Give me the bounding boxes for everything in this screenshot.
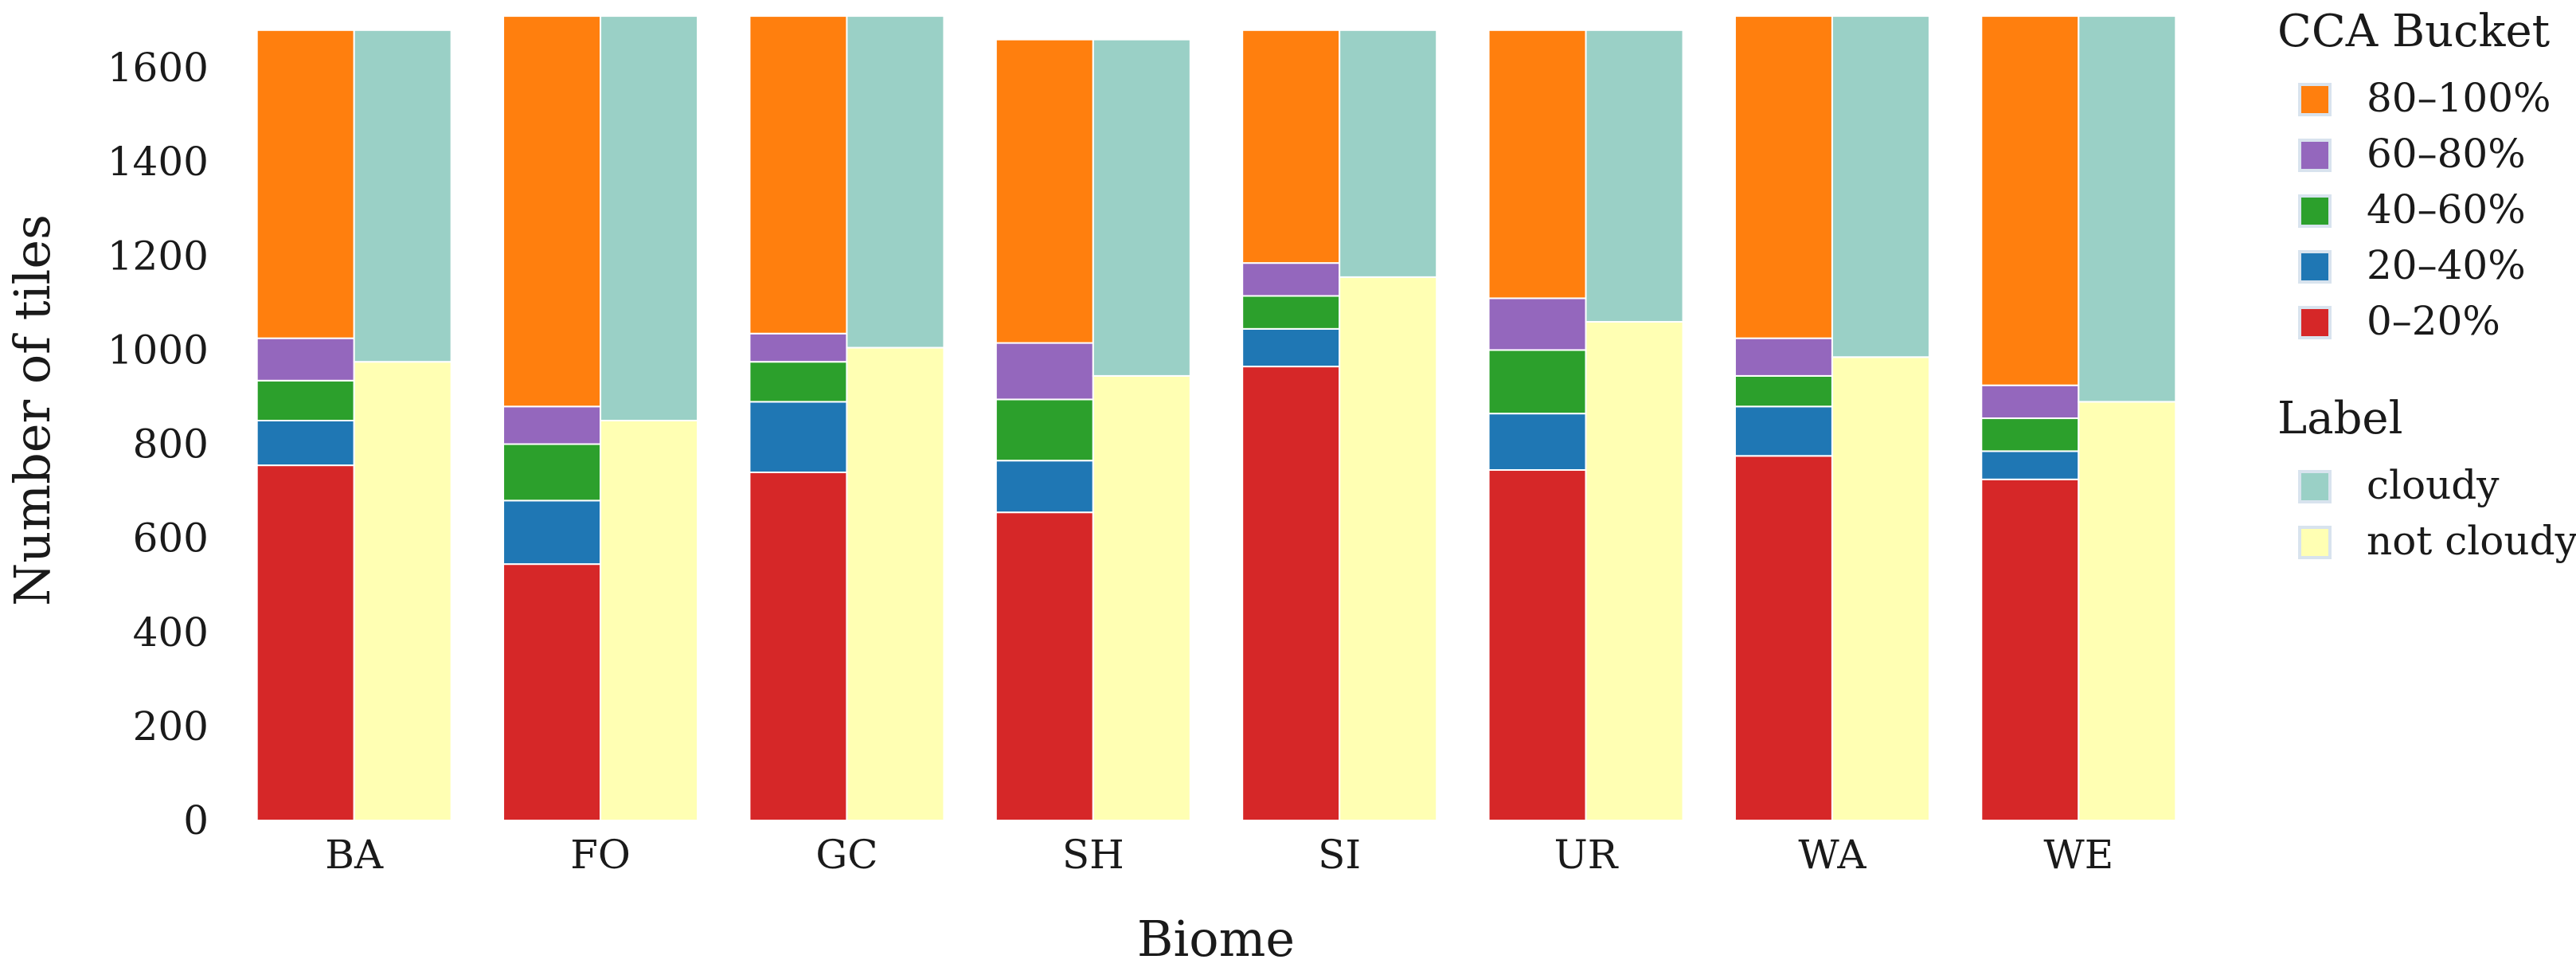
- legend-label-0-20: 0–20%: [2367, 298, 2500, 344]
- bar-ba-cca-20-40: [256, 420, 355, 467]
- bar-ur-label-not-cloudy: [1585, 320, 1684, 822]
- bar-wa-label-cloudy: [1831, 15, 1930, 358]
- legend-label-cloudy: cloudy: [2367, 462, 2500, 508]
- bar-sh-cca-80-100: [995, 38, 1094, 344]
- y-tick-label-200: 200: [133, 703, 209, 750]
- y-tick-label-0: 0: [183, 797, 209, 844]
- plot-area: [256, 15, 2177, 822]
- bar-we-label-cloudy: [2078, 15, 2177, 403]
- x-tick-label-we: WE: [2043, 832, 2113, 878]
- y-axis-title: Number of tiles: [3, 214, 61, 606]
- bar-we-cca-80-100: [1980, 15, 2080, 386]
- x-tick-label-sh: SH: [1062, 832, 1124, 878]
- y-tick-label-600: 600: [133, 515, 209, 562]
- legend-swatch-80-100: [2298, 83, 2332, 116]
- bar-gc-cca-60-80: [749, 332, 848, 363]
- bar-gc-cca-0-20: [749, 471, 848, 822]
- bar-wa-cca-80-100: [1734, 15, 1833, 339]
- bar-we-cca-40-60: [1980, 417, 2080, 452]
- bar-sh-cca-40-60: [995, 398, 1094, 462]
- bar-we-cca-60-80: [1980, 384, 2080, 420]
- y-tick-label-1200: 1200: [107, 233, 209, 279]
- legend-swatch-cloudy: [2298, 470, 2332, 503]
- bar-ba-cca-60-80: [256, 337, 355, 382]
- bar-ba-label-not-cloudy: [353, 361, 452, 822]
- bar-fo-label-not-cloudy: [600, 420, 699, 821]
- x-tick-label-ur: UR: [1554, 832, 1619, 878]
- y-axis: 0 200 400 600 800 1000 1200 1400 1600: [107, 45, 209, 844]
- x-axis-title: Biome: [1137, 910, 1295, 968]
- bar-we-label-not-cloudy: [2078, 401, 2177, 821]
- y-tick-label-800: 800: [133, 421, 209, 468]
- y-tick-label-1600: 1600: [107, 45, 209, 91]
- bar-sh-cca-0-20: [995, 511, 1094, 822]
- legend-swatch-0-20: [2298, 306, 2332, 339]
- legend-swatch-not-cloudy: [2298, 526, 2332, 559]
- bar-fo-cca-40-60: [502, 443, 602, 502]
- bar-we-cca-0-20: [1980, 478, 2080, 822]
- bar-si-label-not-cloudy: [1339, 276, 1438, 821]
- legend-label-not-cloudy: not cloudy: [2367, 518, 2576, 564]
- bar-si-cca-80-100: [1241, 29, 1341, 264]
- bar-fo-label-cloudy: [600, 15, 699, 422]
- bar-fo-cca-20-40: [502, 499, 602, 566]
- bar-gc-label-not-cloudy: [846, 347, 945, 822]
- bar-sh-cca-20-40: [995, 460, 1094, 514]
- x-tick-label-fo: FO: [570, 832, 631, 878]
- bar-si-cca-40-60: [1241, 295, 1341, 330]
- legend-swatch-20-40: [2298, 250, 2332, 284]
- bar-ur-cca-80-100: [1487, 29, 1587, 300]
- x-tick-label-wa: WA: [1798, 832, 1867, 878]
- y-tick-label-1000: 1000: [107, 327, 209, 373]
- legend-label-40-60: 40–60%: [2367, 186, 2526, 233]
- bar-ba-cca-40-60: [256, 379, 355, 421]
- bar-ur-label-cloudy: [1585, 29, 1684, 323]
- bar-gc-cca-20-40: [749, 401, 848, 473]
- legend-label-80-100: 80–100%: [2367, 75, 2551, 121]
- bar-wa-cca-20-40: [1734, 405, 1833, 457]
- bar-ur-cca-60-80: [1487, 297, 1587, 351]
- bar-ba-cca-80-100: [256, 29, 355, 339]
- bar-si-cca-60-80: [1241, 262, 1341, 297]
- bar-wa-cca-60-80: [1734, 337, 1833, 377]
- legend-label-60-80: 60–80%: [2367, 131, 2526, 177]
- bar-si-label-cloudy: [1339, 29, 1438, 278]
- bar-wa-cca-0-20: [1734, 455, 1833, 821]
- bar-gc-cca-40-60: [749, 361, 848, 403]
- legend-swatch-60-80: [2298, 139, 2332, 172]
- bar-fo-cca-80-100: [502, 15, 602, 408]
- legend-title-label: Label: [2277, 393, 2402, 444]
- bar-ur-cca-40-60: [1487, 349, 1587, 415]
- x-tick-label-si: SI: [1318, 832, 1361, 878]
- bar-ur-cca-20-40: [1487, 413, 1587, 472]
- bar-ba-cca-0-20: [256, 464, 355, 821]
- bar-wa-label-not-cloudy: [1831, 356, 1930, 822]
- bar-wa-cca-40-60: [1734, 374, 1833, 408]
- y-tick-label-1400: 1400: [107, 139, 209, 185]
- legend-swatch-40-60: [2298, 194, 2332, 228]
- bar-ur-cca-0-20: [1487, 469, 1587, 821]
- bar-fo-cca-0-20: [502, 563, 602, 821]
- bar-sh-label-cloudy: [1092, 38, 1191, 377]
- bar-sh-label-not-cloudy: [1092, 374, 1191, 821]
- bar-gc-cca-80-100: [749, 15, 848, 335]
- x-axis: BA FO GC SH SI UR WA WE: [325, 832, 2113, 878]
- bar-we-cca-20-40: [1980, 450, 2080, 480]
- bar-sh-cca-60-80: [995, 342, 1094, 401]
- bar-fo-cca-60-80: [502, 405, 602, 445]
- legend-label-20-40: 20–40%: [2367, 242, 2526, 288]
- bar-ba-label-cloudy: [353, 29, 452, 363]
- y-tick-label-400: 400: [133, 609, 209, 656]
- bar-si-cca-20-40: [1241, 327, 1341, 368]
- bar-gc-label-cloudy: [846, 15, 945, 349]
- x-tick-label-ba: BA: [325, 832, 384, 878]
- bar-si-cca-0-20: [1241, 366, 1341, 822]
- x-tick-label-gc: GC: [815, 832, 878, 878]
- legend: CCA Bucket 80–100% 60–80% 40–60% 20–40% 0–20%…: [2277, 6, 2576, 564]
- legend-title-cca-bucket: CCA Bucket: [2277, 6, 2551, 57]
